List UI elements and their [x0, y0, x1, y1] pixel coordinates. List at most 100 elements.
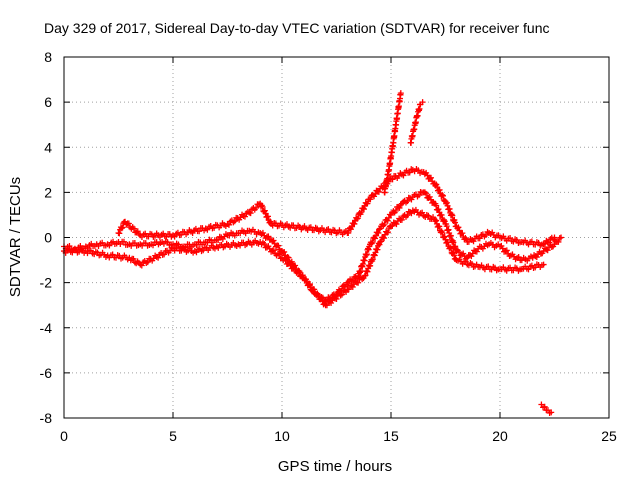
data-point: [247, 210, 254, 217]
data-point: [372, 235, 379, 242]
data-point: [375, 230, 382, 237]
data-point: [276, 251, 283, 258]
data-point: [118, 225, 125, 232]
data-point: [540, 261, 547, 268]
data-point: [555, 238, 562, 245]
data-point: [456, 248, 463, 255]
data-point: [419, 209, 426, 216]
data-point: [393, 221, 400, 228]
data-point: [377, 239, 384, 246]
data-point: [541, 403, 548, 410]
data-points: [61, 90, 565, 416]
data-point: [452, 219, 459, 226]
data-point: [323, 302, 330, 309]
data-point: [404, 212, 411, 219]
data-point: [443, 199, 450, 206]
data-point: [359, 276, 366, 283]
data-point: [444, 239, 451, 246]
data-point: [515, 254, 522, 261]
data-point: [364, 268, 371, 275]
data-point: [349, 284, 356, 291]
data-point: [345, 229, 352, 236]
data-point: [503, 247, 510, 254]
data-point: [459, 230, 466, 237]
data-point: [384, 217, 391, 224]
data-point: [345, 286, 352, 293]
x-tick-label: 5: [169, 428, 177, 444]
data-point: [426, 193, 433, 200]
data-point: [476, 235, 483, 242]
data-point: [155, 254, 162, 261]
data-point: [450, 249, 457, 256]
data-point: [311, 286, 318, 293]
series-lower-band: [61, 206, 547, 309]
data-point: [448, 211, 455, 218]
data-point: [360, 206, 367, 213]
data-point: [354, 215, 361, 222]
data-point: [270, 237, 277, 244]
x-tick-label: 10: [274, 428, 290, 444]
data-point: [392, 207, 399, 214]
y-tick-label: 4: [44, 139, 52, 155]
data-point: [358, 209, 365, 216]
y-tick-label: 2: [44, 184, 52, 200]
data-point: [451, 252, 458, 259]
data-point: [533, 254, 540, 261]
y-tick-label: -8: [40, 410, 53, 426]
x-tick-label: 0: [60, 428, 68, 444]
data-point: [338, 291, 345, 298]
data-point: [447, 245, 454, 252]
data-point: [369, 239, 376, 246]
y-tick-label: 6: [44, 94, 52, 110]
y-tick-label: -4: [40, 320, 53, 336]
y-tick-label: -6: [40, 365, 53, 381]
data-point: [215, 236, 222, 243]
data-point: [423, 190, 430, 197]
data-point: [270, 247, 277, 254]
data-point: [404, 198, 411, 205]
data-point: [416, 192, 423, 199]
data-point: [364, 200, 371, 207]
data-point: [375, 188, 382, 195]
data-point: [333, 296, 340, 303]
data-point: [285, 254, 292, 261]
data-point: [353, 215, 360, 222]
series-spike-2: [407, 99, 426, 146]
data-point: [436, 223, 443, 230]
data-point: [441, 233, 448, 240]
data-point: [378, 238, 385, 245]
chart-title: Day 329 of 2017, Sidereal Day-to-day VTE…: [44, 20, 550, 36]
data-point: [544, 247, 551, 254]
data-point: [433, 217, 440, 224]
data-point: [307, 281, 314, 288]
data-point: [253, 204, 260, 211]
data-point: [261, 207, 268, 214]
data-point: [281, 248, 288, 255]
data-point: [406, 169, 413, 176]
data-point: [389, 176, 396, 183]
data-point: [439, 229, 446, 236]
data-point: [120, 238, 127, 245]
series-upper-band: [115, 165, 558, 249]
x-tick-label: 15: [383, 428, 399, 444]
data-point: [548, 409, 555, 416]
data-point: [144, 259, 151, 266]
data-point: [381, 235, 388, 242]
data-point: [446, 205, 453, 212]
data-point: [419, 99, 426, 106]
data-point: [400, 172, 407, 179]
data-point: [196, 228, 203, 235]
data-point: [150, 242, 157, 249]
data-point: [385, 229, 392, 236]
data-point: [125, 220, 132, 227]
data-point: [389, 222, 396, 229]
data-point: [433, 181, 440, 188]
data-point: [444, 202, 451, 209]
data-point: [295, 269, 302, 276]
data-point: [130, 225, 137, 232]
y-axis-label: SDTVAR / TECUs: [7, 177, 24, 297]
data-point: [299, 272, 306, 279]
x-tick-label: 25: [601, 428, 617, 444]
data-point: [462, 258, 469, 265]
